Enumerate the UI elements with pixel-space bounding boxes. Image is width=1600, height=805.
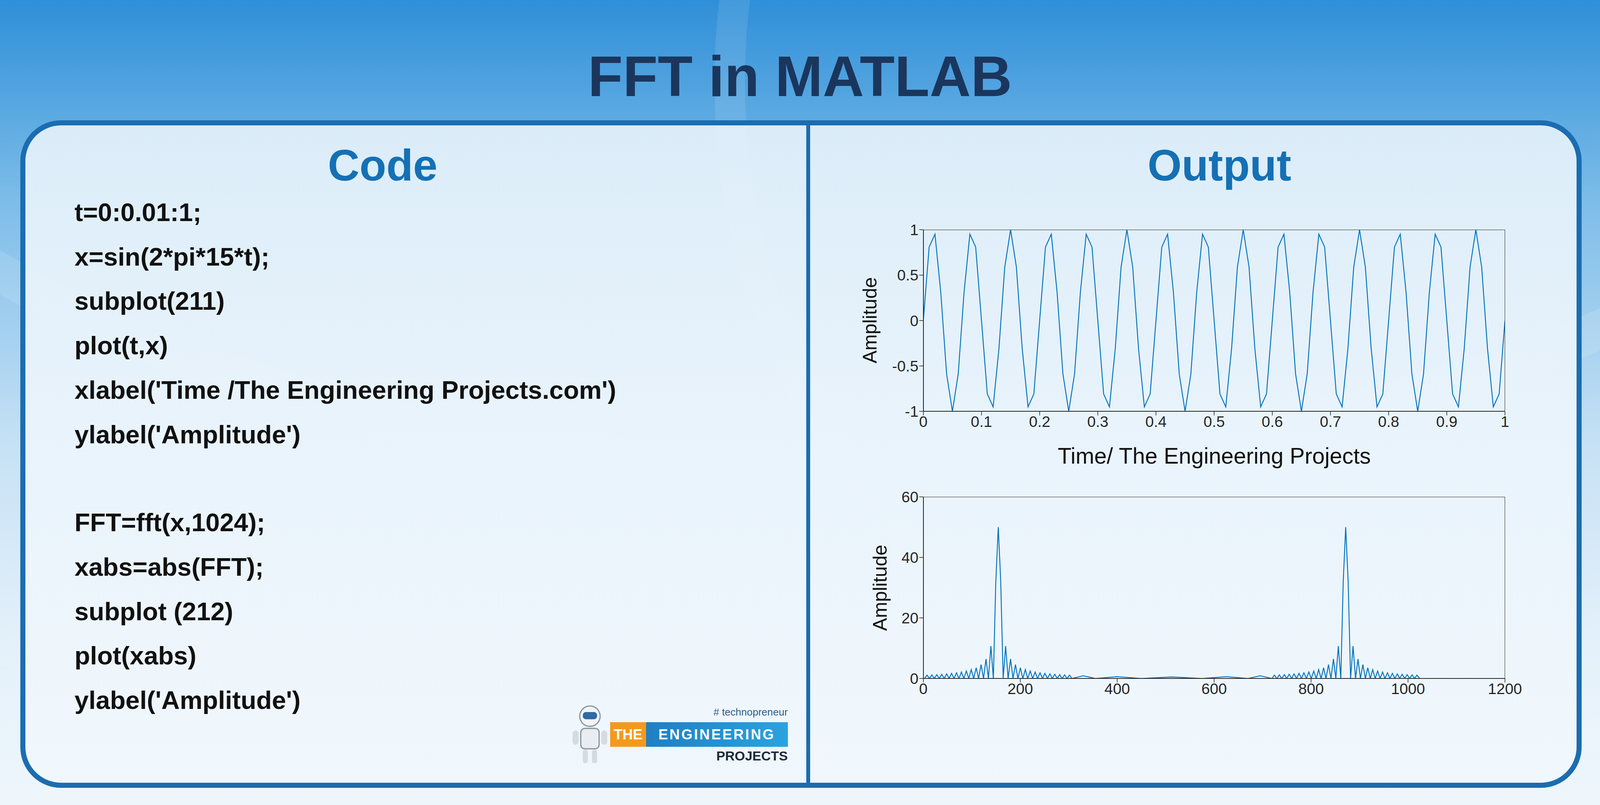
svg-text:0.8: 0.8	[1378, 413, 1400, 431]
svg-text:0: 0	[910, 312, 919, 329]
html-text:ylabel('Amplitude'): ylabel('Amplitude')	[74, 420, 301, 449]
svg-text:400: 400	[1104, 680, 1131, 698]
html-text:Amplitude: Amplitude	[869, 544, 892, 631]
svg-text:1: 1	[1500, 413, 1510, 431]
svg-text:0.7: 0.7	[1319, 413, 1342, 431]
html-text:plot(xabs): plot(xabs)	[74, 641, 197, 671]
svg-text:-1: -1	[905, 403, 919, 420]
svg-text:0: 0	[910, 670, 919, 688]
html-text:xlabel('Time /The Engineering: xlabel('Time /The Engineering Projects.c…	[74, 375, 617, 405]
html-text:FFT=fft(x,1024);: FFT=fft(x,1024);	[74, 508, 266, 537]
svg-text:0.5: 0.5	[1203, 413, 1225, 431]
svg-text:40: 40	[901, 549, 919, 567]
html-text:t=0:0.01:1;: t=0:0.01:1;	[74, 197, 202, 227]
html-text:# technopreneur: # technopreneur	[713, 706, 788, 719]
html-text:Time/ The Engineering Projects: Time/ The Engineering Projects	[1057, 443, 1371, 469]
svg-text:60: 60	[901, 488, 919, 506]
svg-text:1200: 1200	[1487, 680, 1522, 698]
html-text:ylabel('Amplitude'): ylabel('Amplitude')	[74, 686, 301, 715]
html-text:PROJECTS: PROJECTS	[716, 748, 788, 764]
html-text:FFT in MATLAB: FFT in MATLAB	[587, 44, 1013, 109]
svg-text:0.9: 0.9	[1436, 413, 1458, 431]
html-text:Amplitude: Amplitude	[859, 277, 882, 364]
html-text:Output: Output	[1147, 140, 1292, 190]
svg-text:0: 0	[919, 680, 928, 698]
svg-text:0: 0	[919, 413, 928, 431]
html-text:ENGINEERING: ENGINEERING	[658, 726, 776, 743]
svg-text:0.2: 0.2	[1029, 413, 1051, 431]
html-text:x=sin(2*pi*15*t);: x=sin(2*pi*15*t);	[74, 242, 270, 271]
html-text:subplot (212): subplot (212)	[74, 597, 234, 626]
svg-text:0.3: 0.3	[1087, 413, 1109, 431]
html-text:plot(t,x): plot(t,x)	[74, 331, 168, 360]
svg-text:800: 800	[1298, 680, 1324, 698]
svg-text:1: 1	[910, 221, 919, 239]
svg-text:200: 200	[1007, 680, 1034, 698]
svg-text:1000: 1000	[1391, 680, 1425, 698]
html-text:subplot(211): subplot(211)	[74, 286, 225, 316]
html-text:xabs=abs(FFT);: xabs=abs(FFT);	[74, 552, 264, 582]
html-text:THE: THE	[613, 726, 643, 743]
svg-text:0.6: 0.6	[1261, 413, 1283, 431]
svg-text:0.5: 0.5	[897, 266, 919, 284]
svg-text:0.4: 0.4	[1145, 413, 1167, 431]
svg-text:-0.5: -0.5	[892, 357, 919, 375]
html-text:Code: Code	[327, 140, 438, 190]
svg-text:20: 20	[901, 609, 919, 627]
svg-text:600: 600	[1201, 680, 1227, 698]
svg-text:0.1: 0.1	[971, 413, 993, 431]
